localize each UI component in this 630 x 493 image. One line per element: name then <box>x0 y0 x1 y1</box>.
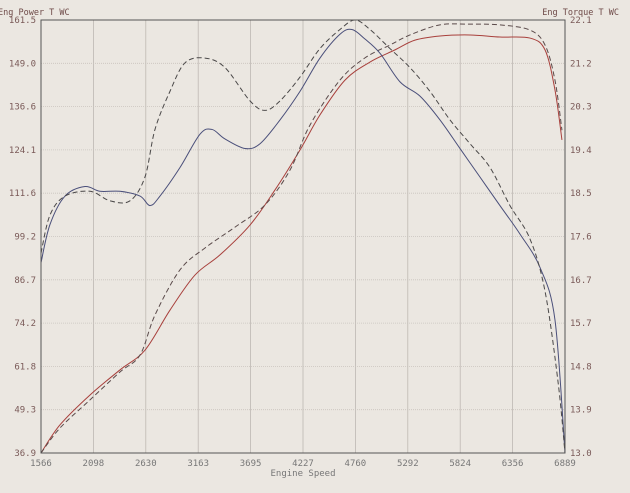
left-tick-label: 111.6 <box>9 189 36 199</box>
right-axis-title: Eng Torque T WC <box>542 8 619 18</box>
x-tick-label: 6356 <box>502 459 524 469</box>
left-tick-label: 124.1 <box>9 146 36 156</box>
x-tick-label: 3163 <box>187 459 209 469</box>
right-tick-label: 21.2 <box>570 59 592 69</box>
plot-frame <box>40 19 566 454</box>
series-line-3 <box>40 19 566 454</box>
right-tick-label: 15.7 <box>570 319 592 329</box>
right-tick-label: 17.6 <box>570 233 592 243</box>
left-tick-label: 36.9 <box>14 449 36 459</box>
left-tick-label: 161.5 <box>9 16 36 26</box>
right-tick-label: 13.9 <box>570 406 592 416</box>
x-tick-label: 3695 <box>240 459 262 469</box>
series-line-0 <box>40 34 563 454</box>
right-tick-label: 13.0 <box>570 449 592 459</box>
left-tick-label: 99.2 <box>14 233 36 243</box>
right-tick-label: 20.3 <box>570 103 592 113</box>
x-tick-label: 5824 <box>449 459 471 469</box>
x-tick-label: 5292 <box>397 459 419 469</box>
x-tick-label: 2098 <box>83 459 105 469</box>
left-tick-label: 74.2 <box>14 319 36 329</box>
series-line-1 <box>40 23 563 454</box>
left-axis-ticks: 161.5 149.0 136.6 124.1 111.6 99.2 86.7 74.2 61.… <box>9 16 36 459</box>
left-tick-label: 136.6 <box>9 103 36 113</box>
x-axis-ticks: 1566 2098 2630 3163 3695 4227 4760 5292 5824 6356… <box>30 459 576 469</box>
x-axis-title: Engine Speed <box>270 469 335 479</box>
x-tick-label: 4227 <box>292 459 314 469</box>
right-tick-label: 19.4 <box>570 146 592 156</box>
x-tick-label: 2630 <box>135 459 157 469</box>
x-tick-label: 1566 <box>30 459 52 469</box>
series-line-2 <box>40 28 566 454</box>
left-tick-label: 61.8 <box>14 362 36 372</box>
series-group <box>40 19 566 454</box>
x-tick-label: 6889 <box>554 459 576 469</box>
right-tick-label: 14.8 <box>570 362 592 372</box>
grid <box>41 20 565 453</box>
right-tick-label: 16.7 <box>570 276 592 286</box>
right-tick-label: 18.5 <box>570 189 592 199</box>
left-tick-label: 149.0 <box>9 59 36 69</box>
right-axis-ticks: 22.1 21.2 20.3 19.4 18.5 17.6 16.7 15.7 14.8 13.9… <box>570 16 592 459</box>
left-tick-label: 86.7 <box>14 276 36 286</box>
left-axis-title: Eng Power T WC <box>0 8 70 18</box>
x-tick-label: 4760 <box>345 459 367 469</box>
right-tick-label: 22.1 <box>570 16 592 26</box>
left-tick-label: 49.3 <box>14 406 36 416</box>
